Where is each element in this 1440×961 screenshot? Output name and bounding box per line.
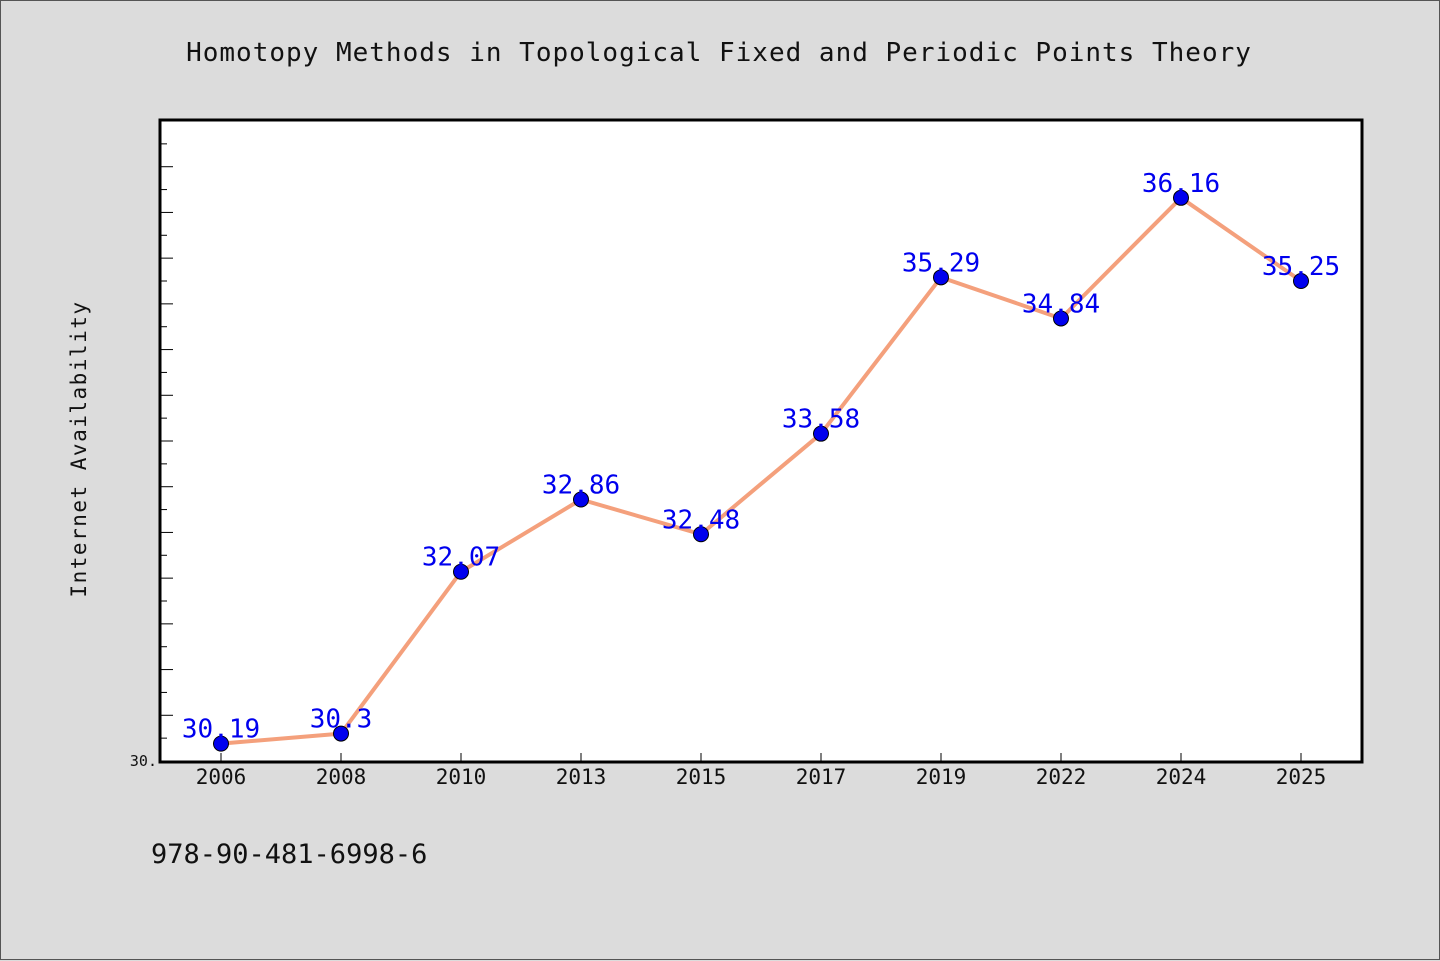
data-point: [813, 425, 829, 442]
data-label: 30.3: [310, 705, 373, 735]
data-label: 35.29: [902, 248, 980, 278]
data-point: [333, 725, 349, 742]
data-label: 32.48: [662, 505, 740, 535]
data-point: [213, 735, 229, 752]
chart-title: Homotopy Methods in Topological Fixed an…: [186, 38, 1252, 68]
data-label: 34.84: [1022, 289, 1100, 319]
x-tick-label: 2019: [916, 765, 967, 789]
y-tick-label: 30.: [130, 752, 157, 770]
data-point: [933, 269, 949, 286]
x-tick-label: 2010: [436, 765, 487, 789]
x-tick-label: 2008: [316, 765, 367, 789]
x-tick-label: 2006: [196, 765, 247, 789]
data-point: [693, 526, 709, 543]
plot-area: [158, 118, 1364, 764]
data-label: 33.58: [782, 405, 860, 435]
data-label: 32.07: [422, 543, 500, 573]
data-label: 35.25: [1262, 252, 1340, 282]
x-tick-label: 2022: [1036, 765, 1087, 789]
y-axis-label: Internet Availability: [67, 300, 91, 597]
data-label: 30.19: [182, 715, 260, 745]
x-tick-label: 2015: [676, 765, 727, 789]
y-axis-ticks: 30.: [130, 143, 173, 770]
data-point: [1293, 273, 1309, 289]
data-labels: 30.19 30.3 32.07 32.86 32.48 33.58 35.29 34.84 3…: [182, 169, 1340, 745]
x-tick-label: 2025: [1276, 765, 1327, 789]
isbn-footer: 978-90-481-6998-6: [151, 839, 427, 870]
series-line: [219, 195, 1303, 746]
x-tick-label: 2017: [796, 765, 847, 789]
data-point: [453, 563, 469, 580]
series-markers: [213, 189, 1309, 752]
data-point: [573, 491, 589, 508]
x-axis-ticks: 2006 2008 2010 2013 2015 2017 2019 2022 2024 2025: [196, 753, 1327, 789]
x-tick-label: 2024: [1156, 765, 1207, 789]
data-label: 32.86: [542, 471, 620, 501]
x-tick-label: 2013: [556, 765, 607, 789]
series-polyline: [219, 195, 1303, 746]
data-label: 36.16: [1142, 169, 1220, 199]
data-point: [1173, 189, 1189, 206]
data-point: [1053, 310, 1069, 327]
